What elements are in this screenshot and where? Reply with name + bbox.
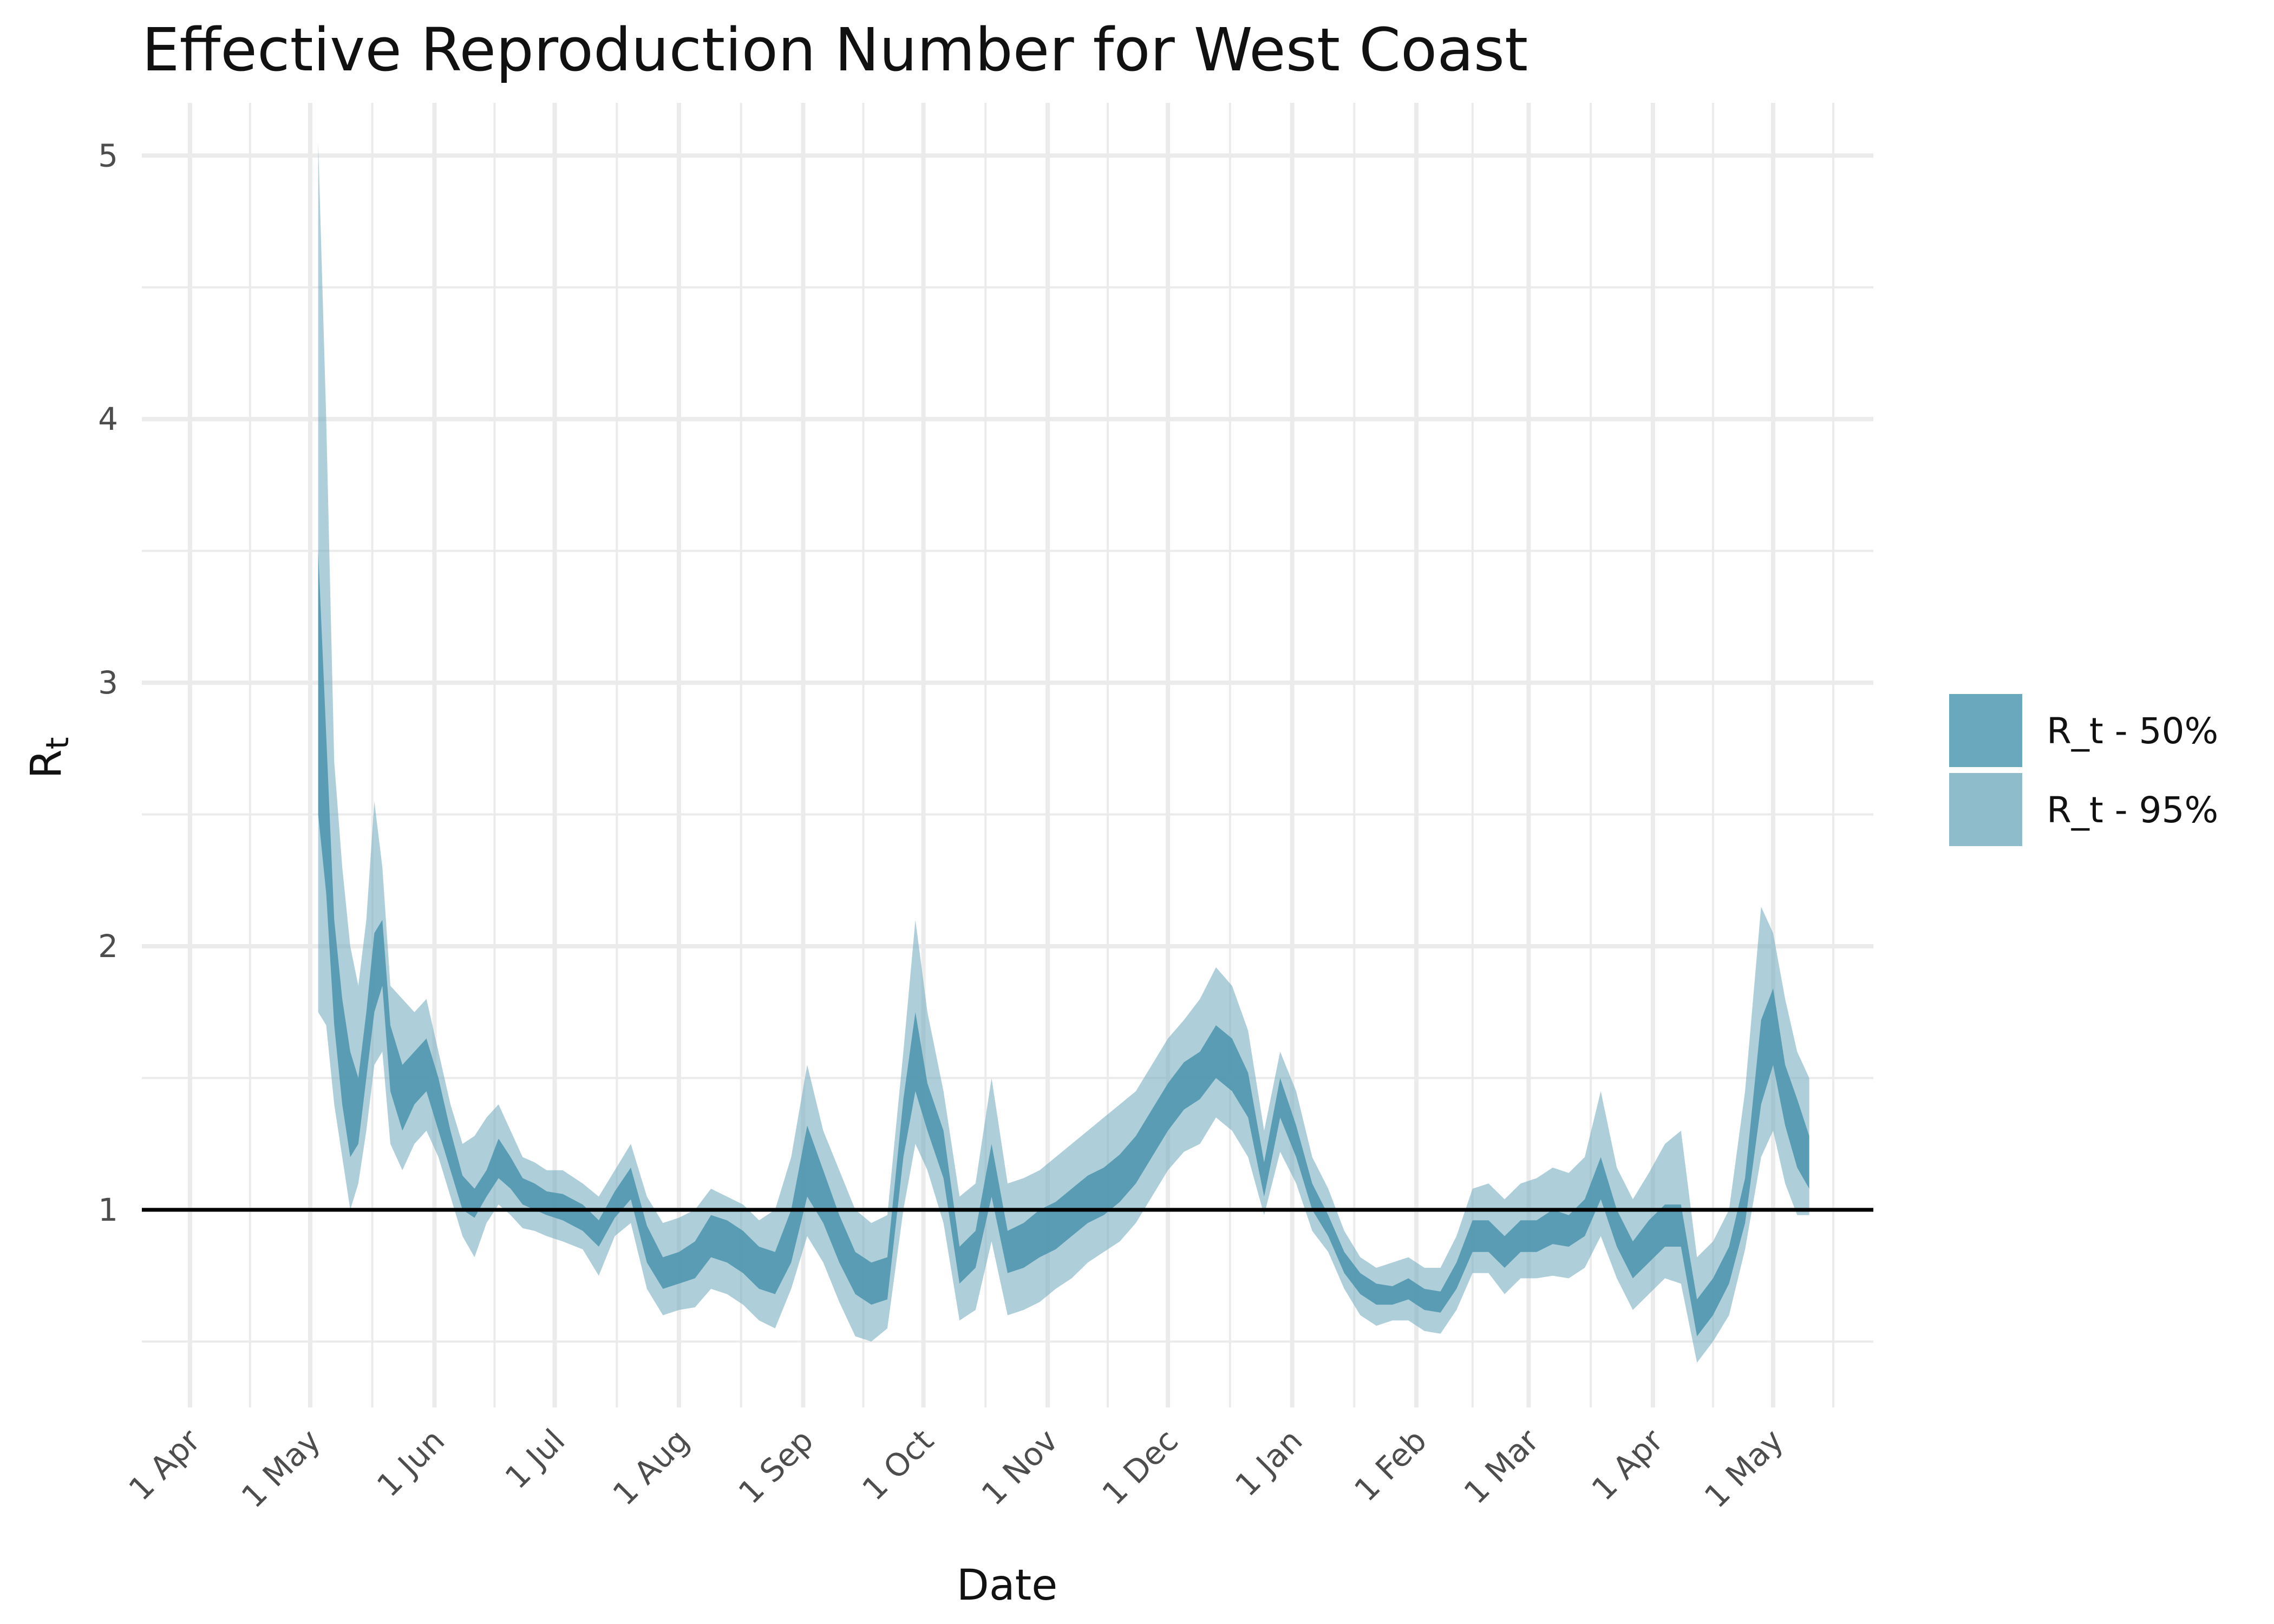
x-tick-label: 1 Aug	[606, 1422, 696, 1512]
band-95	[318, 142, 1809, 1363]
y-axis-tick-labels: 1 2 3 4 5	[98, 137, 118, 1228]
rt-bands	[318, 142, 1809, 1363]
chart-title: Effective Reproduction Number for West C…	[142, 15, 1528, 84]
legend-swatch-95	[1949, 773, 2022, 846]
x-tick-label: 1 Jul	[498, 1422, 572, 1496]
x-tick-label: 1 May	[234, 1422, 328, 1515]
legend-label-50: R_t - 50%	[2047, 710, 2218, 752]
y-axis-title-main: R	[22, 749, 71, 778]
x-tick-label: 1 Apr	[1585, 1422, 1670, 1508]
y-tick-label: 3	[98, 664, 118, 701]
x-tick-label: 1 Jan	[1228, 1422, 1309, 1503]
y-tick-label: 4	[98, 401, 118, 437]
y-tick-label: 1	[98, 1191, 118, 1228]
x-tick-label: 1 Jun	[370, 1422, 452, 1504]
y-axis-title-subscript: t	[39, 737, 76, 750]
x-tick-label: 1 May	[1697, 1422, 1791, 1515]
legend: R_t - 50% R_t - 95%	[1949, 694, 2218, 846]
y-axis-title: Rt	[22, 737, 76, 779]
x-axis-title: Date	[957, 1561, 1057, 1610]
x-tick-label: 1 Dec	[1095, 1422, 1185, 1512]
x-tick-label: 1 Apr	[122, 1422, 207, 1508]
x-tick-label: 1 Sep	[731, 1422, 821, 1511]
x-axis-tick-labels: 1 Apr 1 May 1 Jun 1 Jul 1 Aug 1 Sep 1 Oct 1 Nov…	[122, 1422, 1791, 1515]
y-tick-label: 5	[98, 137, 118, 174]
y-tick-label: 2	[98, 928, 118, 965]
x-tick-label: 1 Mar	[1457, 1422, 1546, 1511]
x-tick-label: 1 Nov	[975, 1422, 1065, 1512]
x-tick-label: 1 Feb	[1347, 1422, 1434, 1509]
legend-swatch-50	[1949, 694, 2022, 767]
x-tick-label: 1 Oct	[855, 1422, 940, 1508]
legend-label-95: R_t - 95%	[2047, 789, 2218, 831]
minor-gridlines	[142, 103, 1873, 1407]
